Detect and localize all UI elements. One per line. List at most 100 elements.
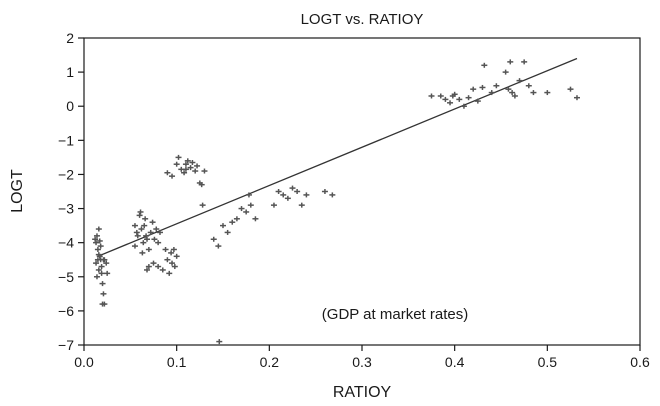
data-point	[270, 202, 277, 208]
y-axis-title: LOGT	[9, 169, 26, 213]
data-point	[247, 202, 254, 208]
data-point	[329, 192, 336, 198]
data-point	[201, 168, 208, 174]
data-point	[99, 281, 106, 287]
data-point	[143, 233, 150, 239]
y-tick-label: −6	[58, 303, 74, 319]
data-point	[156, 229, 163, 235]
data-point	[93, 260, 100, 266]
data-point	[98, 264, 105, 270]
data-point	[544, 90, 551, 96]
data-point	[194, 163, 201, 169]
data-point	[103, 260, 110, 266]
data-point	[147, 229, 154, 235]
data-point	[182, 166, 189, 172]
data-point	[220, 223, 226, 229]
data-point	[93, 233, 100, 239]
data-point	[145, 264, 152, 270]
data-point	[140, 240, 147, 246]
data-point	[298, 202, 305, 208]
data-point	[134, 233, 141, 239]
data-point	[94, 246, 101, 252]
data-point	[150, 260, 157, 266]
data-point	[169, 260, 176, 266]
y-tick-label: −5	[58, 269, 74, 285]
data-point	[95, 226, 102, 232]
data-point	[470, 86, 477, 92]
data-point	[136, 212, 143, 218]
data-point	[164, 170, 171, 176]
plot-frame	[83, 37, 641, 346]
data-points	[92, 59, 580, 345]
data-point	[175, 154, 182, 160]
data-point	[153, 226, 160, 232]
data-point	[465, 95, 472, 101]
data-point	[159, 267, 166, 273]
y-tick-label: −4	[58, 235, 74, 251]
data-point	[192, 168, 199, 174]
data-point	[131, 223, 138, 229]
data-point	[474, 98, 481, 104]
data-point	[98, 270, 105, 276]
data-point	[171, 264, 178, 270]
data-point	[442, 96, 449, 102]
data-point	[505, 86, 512, 92]
data-point	[321, 189, 328, 194]
x-tick-label: 0.2	[260, 354, 280, 370]
data-point	[481, 62, 488, 68]
x-axis: 0.0 0.1 0.2 0.3 0.4 0.5 0.6	[74, 345, 650, 370]
fit-line	[97, 57, 578, 257]
y-tick-label: −3	[58, 201, 74, 217]
data-point	[92, 236, 99, 242]
y-tick-label: 0	[66, 98, 74, 114]
data-point	[493, 83, 500, 89]
data-point	[104, 270, 111, 276]
data-point	[97, 243, 104, 249]
data-point	[216, 339, 223, 345]
data-point	[198, 182, 205, 188]
data-point	[447, 100, 454, 106]
data-point	[294, 189, 301, 194]
data-point	[138, 226, 145, 232]
data-point	[133, 229, 140, 235]
data-point	[252, 216, 259, 222]
data-point	[96, 238, 103, 244]
y-tick-label: −1	[58, 132, 74, 148]
data-point	[509, 90, 516, 96]
x-tick-label: 0.5	[538, 354, 558, 370]
data-point	[199, 202, 206, 208]
x-tick-label: 0.6	[630, 354, 650, 370]
data-point	[131, 243, 138, 249]
data-point	[141, 223, 148, 229]
data-point	[149, 219, 156, 225]
data-point	[224, 229, 231, 235]
data-point	[507, 59, 514, 65]
y-axis: 2 1 0 −1 −2 −3 −4 −5 −6 −7	[58, 30, 84, 353]
x-tick-label: 0.1	[167, 354, 187, 370]
x-axis-title: RATIOY	[333, 384, 392, 401]
data-point	[100, 257, 107, 263]
data-point	[437, 93, 444, 99]
x-tick-label: 0.4	[445, 354, 465, 370]
data-point	[289, 185, 296, 191]
data-point	[280, 192, 287, 198]
data-point	[142, 216, 149, 222]
data-point	[144, 267, 151, 273]
data-point	[173, 253, 180, 259]
data-point	[275, 189, 282, 194]
data-point	[166, 270, 173, 276]
data-point	[516, 78, 523, 84]
data-point	[95, 267, 102, 273]
data-point	[93, 240, 100, 246]
data-point	[189, 160, 196, 166]
x-tick-label: 0.3	[352, 354, 372, 370]
data-point	[187, 165, 194, 171]
y-tick-label: −7	[58, 337, 74, 353]
data-point	[100, 291, 107, 297]
data-point	[303, 192, 310, 198]
data-point	[95, 252, 102, 258]
data-point	[530, 90, 537, 96]
data-point	[162, 246, 169, 252]
data-point	[155, 264, 162, 270]
y-tick-label: 2	[66, 30, 74, 46]
